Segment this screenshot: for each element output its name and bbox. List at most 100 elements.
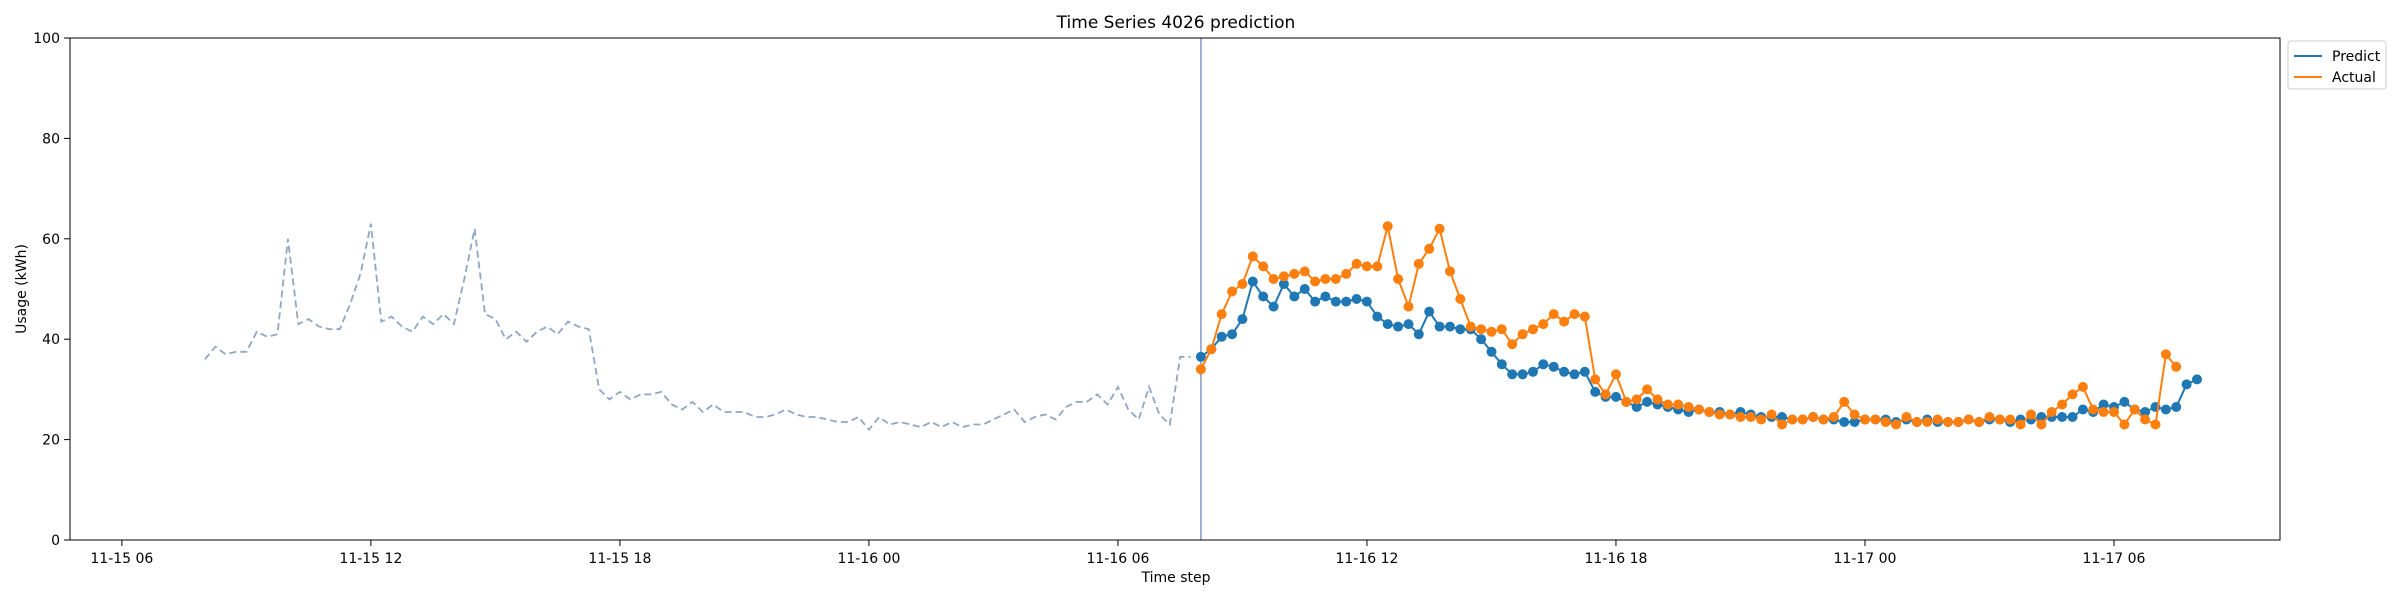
x-tick-label: 11-15 06 [90, 551, 153, 567]
predict-point [2077, 404, 2088, 415]
y-tick-label: 80 [42, 131, 60, 147]
actual-point [1330, 274, 1341, 284]
predict-point [1413, 329, 1424, 340]
predict-point [1445, 321, 1455, 332]
actual-point [1797, 414, 1808, 425]
predict-point [1496, 359, 1507, 370]
predict-point [1486, 346, 1497, 357]
predict-point [1268, 301, 1279, 312]
predict-point [1517, 369, 1528, 380]
predict-point [1382, 319, 1393, 330]
actual-point [1382, 221, 1393, 232]
predict-point [1528, 366, 1538, 377]
predict-point [1579, 366, 1590, 377]
y-axis: 0 20 40 60 80 100 [33, 31, 70, 549]
y-axis-label: Usage (kWh) [14, 244, 30, 334]
predict-point [1839, 417, 1850, 427]
actual-point [1932, 414, 1943, 425]
actual-point [1631, 394, 1642, 405]
actual-point [1590, 374, 1601, 385]
actual-point [1725, 409, 1736, 420]
actual-point [1528, 324, 1538, 335]
predict-point [1538, 359, 1549, 370]
predict-point [1372, 311, 1383, 322]
actual-point [1507, 339, 1518, 350]
actual-point [2036, 419, 2047, 430]
actual-point [1247, 251, 1258, 262]
predict-point [1310, 296, 1321, 307]
predict-point [2067, 412, 2078, 422]
predict-point [2160, 404, 2171, 415]
predict-point [1455, 324, 1466, 335]
actual-point [1735, 412, 1746, 422]
predict-point [1320, 291, 1331, 302]
predict-point [2036, 412, 2047, 422]
actual-point [1714, 409, 1725, 420]
actual-point [1258, 261, 1269, 272]
actual-point [1361, 261, 1372, 272]
predict-point [1507, 369, 1518, 380]
actual-point [1299, 266, 1310, 277]
actual-point [1611, 369, 1621, 380]
actual-point [1745, 412, 1756, 422]
actual-point [1880, 417, 1891, 427]
actual-point [1465, 321, 1476, 332]
actual-point [1403, 301, 1414, 312]
x-tick-label: 11-16 06 [1086, 551, 1149, 567]
actual-point [1569, 309, 1580, 320]
actual-point [1922, 417, 1933, 427]
actual-point [1704, 407, 1715, 417]
actual-point [2098, 407, 2109, 417]
actual-point [2015, 419, 2026, 430]
actual-point [1289, 268, 1300, 279]
actual-point [1860, 414, 1870, 425]
actual-point [1911, 417, 1922, 427]
predict-point [2140, 407, 2151, 417]
x-tick-label: 11-16 12 [1335, 551, 1398, 567]
actual-point [1237, 279, 1248, 289]
actual-point [2140, 414, 2151, 425]
plot-frame [69, 37, 2281, 541]
predict-point [1569, 369, 1580, 380]
actual-point [1424, 243, 1435, 254]
actual-point [1278, 271, 1289, 282]
actual-point [1227, 286, 1238, 297]
actual-point [1341, 268, 1352, 279]
y-tick-label: 20 [42, 433, 60, 449]
actual-point [2026, 409, 2036, 420]
legend: Predict Actual [2287, 40, 2387, 90]
actual-point [1413, 258, 1424, 269]
predict-point [1548, 361, 1559, 372]
predict-point [1403, 319, 1414, 330]
actual-point [1756, 414, 1767, 425]
chart-title: Time Series 4026 prediction [1056, 13, 1296, 33]
actual-point [2005, 414, 2016, 425]
actual-point [1548, 309, 1559, 320]
y-tick-label: 60 [42, 232, 60, 248]
x-tick-label: 11-16 00 [837, 551, 900, 567]
actual-point [1600, 389, 1611, 400]
predict-point [2181, 379, 2192, 390]
predict-point [1849, 417, 1860, 427]
actual-point [1445, 266, 1455, 277]
x-axis: 11-15 06 11-15 12 11-15 18 11-16 00 11-16 06… [90, 540, 2146, 567]
actual-point [1839, 396, 1850, 407]
predict-point [1330, 296, 1341, 307]
actual-point [1984, 412, 1995, 422]
actual-point [1849, 409, 1860, 420]
actual-point [1559, 316, 1570, 327]
predict-point [1777, 412, 1787, 422]
predict-point [1237, 314, 1248, 325]
actual-point [1870, 414, 1881, 425]
actual-point [1496, 324, 1507, 335]
actual-point [1579, 311, 1590, 322]
actual-point [2109, 407, 2119, 417]
predict-point [1611, 391, 1621, 402]
predict-point [1227, 329, 1238, 340]
actual-point [2088, 404, 2099, 415]
predict-point [1590, 386, 1601, 397]
predict-point [1424, 306, 1435, 317]
predict-point [1361, 296, 1372, 307]
actual-point [1808, 412, 1819, 422]
predict-point [1341, 296, 1352, 307]
